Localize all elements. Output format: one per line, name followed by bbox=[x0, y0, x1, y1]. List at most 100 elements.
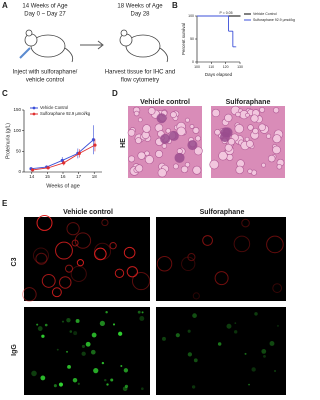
stain bbox=[175, 333, 180, 338]
stain bbox=[187, 352, 193, 357]
caption: Inject with sulforaphane/ bbox=[13, 70, 78, 76]
stain bbox=[226, 323, 232, 329]
series-line bbox=[32, 144, 96, 171]
panel-label: D bbox=[112, 89, 118, 98]
stain bbox=[202, 235, 213, 246]
x-tick-label: 110 bbox=[209, 65, 215, 69]
tubule bbox=[142, 124, 151, 133]
tubule bbox=[170, 111, 177, 119]
y-tick-label: 0 bbox=[18, 169, 21, 174]
legend-label: Sulforaphane 92.9 µmol/kg bbox=[253, 18, 295, 22]
stain bbox=[141, 311, 144, 314]
stain bbox=[67, 364, 71, 369]
row-title: IgG bbox=[11, 344, 18, 356]
y-axis-title: Percent survival bbox=[181, 23, 186, 55]
stain bbox=[35, 252, 48, 265]
tubule bbox=[218, 151, 228, 161]
stain bbox=[123, 368, 129, 373]
stain bbox=[244, 352, 247, 355]
tubule bbox=[252, 127, 259, 135]
tubule bbox=[234, 124, 244, 134]
glomerulus bbox=[160, 133, 171, 144]
tubule bbox=[128, 155, 136, 163]
tubule bbox=[135, 137, 142, 144]
legend-label: Vehicle Control bbox=[40, 105, 68, 110]
stain bbox=[99, 320, 106, 327]
stain bbox=[109, 242, 117, 250]
y-tick-label: 100 bbox=[13, 128, 21, 133]
x-tick-label: 17 bbox=[76, 174, 82, 179]
stain bbox=[104, 378, 107, 382]
tubule bbox=[135, 164, 144, 173]
stain bbox=[37, 326, 43, 331]
fluorescence-image bbox=[24, 217, 150, 301]
x-tick-label: 16 bbox=[60, 174, 66, 179]
stain bbox=[181, 256, 196, 272]
stain bbox=[110, 378, 114, 382]
tubule bbox=[272, 134, 282, 144]
tubule bbox=[184, 161, 191, 168]
legend-marker bbox=[32, 106, 36, 110]
mouse-icon bbox=[119, 29, 169, 63]
stain bbox=[73, 331, 78, 336]
tubule bbox=[137, 151, 146, 160]
glomerulus bbox=[156, 113, 167, 124]
stain bbox=[241, 218, 250, 228]
stain bbox=[94, 247, 107, 261]
stain bbox=[64, 264, 74, 273]
stain bbox=[41, 273, 56, 288]
stain bbox=[93, 242, 112, 260]
tubule bbox=[247, 124, 254, 131]
tubule bbox=[180, 165, 189, 174]
stain bbox=[69, 330, 73, 333]
tubule bbox=[211, 108, 221, 118]
tubule bbox=[192, 127, 200, 134]
stain bbox=[66, 222, 80, 236]
stain bbox=[106, 383, 109, 386]
stain bbox=[112, 323, 116, 326]
tubule bbox=[224, 113, 233, 122]
tubule bbox=[214, 129, 221, 136]
stain bbox=[276, 324, 280, 327]
stain bbox=[66, 350, 68, 353]
stain bbox=[81, 344, 85, 348]
stain bbox=[193, 358, 198, 363]
stain bbox=[75, 319, 80, 323]
stain bbox=[192, 292, 200, 300]
stain bbox=[32, 247, 50, 264]
legend-marker bbox=[32, 112, 36, 116]
stain bbox=[90, 349, 96, 355]
stain bbox=[233, 235, 251, 253]
glomerulus bbox=[174, 152, 185, 163]
stain bbox=[61, 320, 65, 323]
stain bbox=[187, 253, 196, 262]
column-title: Sulforaphane bbox=[200, 209, 245, 216]
tubule bbox=[276, 163, 283, 170]
stain bbox=[114, 268, 125, 278]
column-title: Vehicle control bbox=[63, 209, 113, 216]
y-tick-label: 100 bbox=[188, 14, 194, 18]
tubule bbox=[244, 136, 250, 142]
x-tick-label: 14 bbox=[29, 174, 35, 179]
stain bbox=[123, 246, 136, 259]
stain bbox=[101, 361, 105, 365]
tubule bbox=[209, 159, 219, 170]
stain bbox=[55, 241, 73, 260]
marker bbox=[30, 168, 35, 172]
caption: Harvest tissue for IHC and bbox=[105, 70, 175, 76]
tubule bbox=[144, 155, 154, 165]
tubule bbox=[137, 117, 143, 123]
stain bbox=[248, 383, 250, 386]
tubule bbox=[259, 106, 266, 113]
panel-label: E bbox=[2, 199, 8, 208]
tubule bbox=[195, 135, 201, 142]
x-tick-label: 100 bbox=[194, 65, 200, 69]
stain bbox=[269, 341, 275, 346]
tubule bbox=[266, 133, 272, 139]
stain bbox=[214, 271, 229, 286]
marker bbox=[93, 143, 97, 147]
stain bbox=[74, 232, 92, 249]
day-label: Day 0 ~ Day 27 bbox=[24, 12, 66, 18]
stain bbox=[105, 311, 108, 314]
x-tick-label: 130 bbox=[237, 65, 243, 69]
